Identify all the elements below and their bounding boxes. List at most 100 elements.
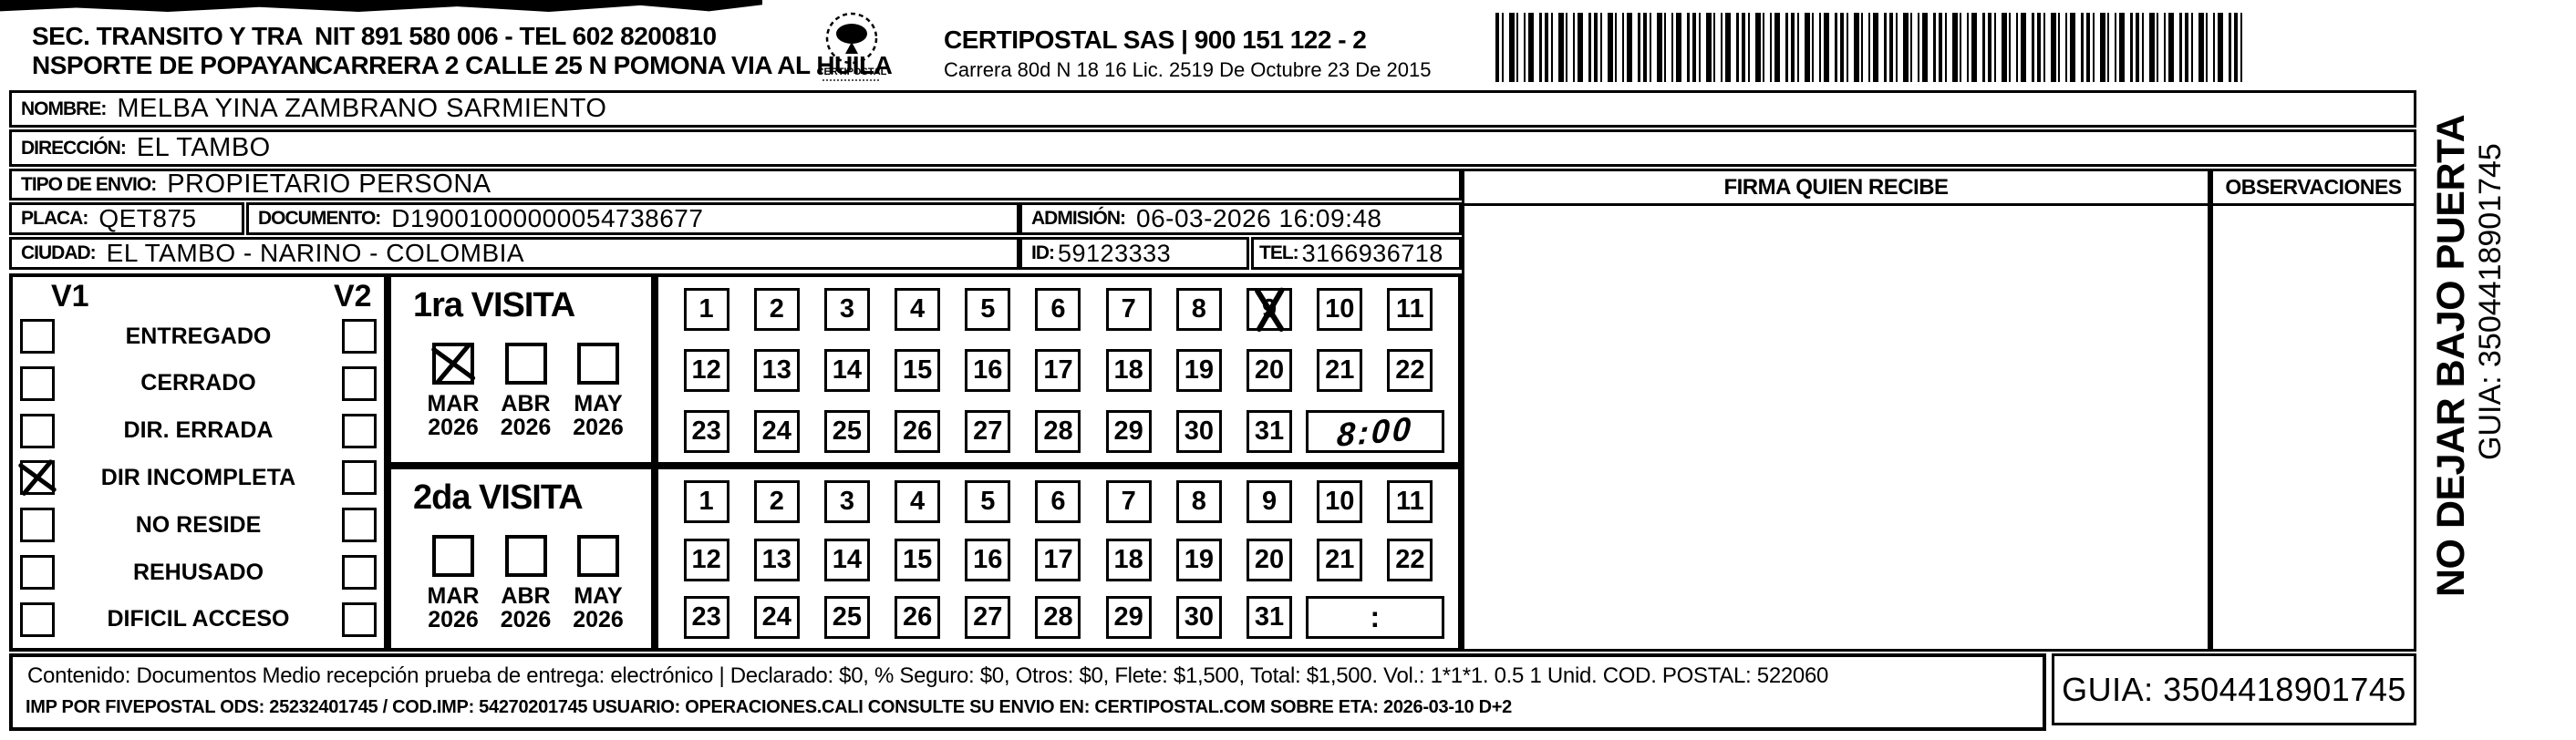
day-cell-19: 19 (1175, 349, 1222, 392)
day-number: 16 (973, 544, 1003, 574)
day-number: 2 (769, 294, 784, 324)
month-checkbox-abr (504, 343, 547, 385)
day-number: 13 (761, 544, 791, 574)
month-col-abr: ABR 2026 (491, 343, 561, 441)
day-cell-30: 30 (1175, 410, 1222, 453)
sender-address: CARRERA 2 CALLE 25 N POMONA VIA AL HUILA (315, 51, 893, 79)
status-row-5: REHUSADO (20, 555, 377, 591)
day-number: 20 (1254, 544, 1285, 574)
printed-black-bar (0, 0, 762, 12)
day-number: 12 (691, 355, 721, 385)
v1-checkbox-4 (20, 508, 55, 543)
day-number: 27 (973, 416, 1003, 446)
day-cell-9: 9 (1247, 288, 1293, 331)
day-number: 14 (832, 544, 863, 574)
day-cell-23: 23 (683, 596, 729, 639)
day-number: 9 (1261, 487, 1278, 516)
handwritten-x-mark (19, 459, 56, 496)
day-cell-23: 23 (683, 410, 729, 453)
day-cell-3: 3 (823, 480, 870, 523)
status-label-4: NO RESIDE (135, 511, 262, 538)
day-cell-13: 13 (753, 349, 800, 392)
v1-checkbox-6 (20, 601, 55, 637)
day-number: 7 (1121, 487, 1136, 516)
ciudad-value: EL TAMBO - NARINO - COLOMBIA (106, 239, 525, 267)
day-number: 25 (832, 416, 863, 446)
status-row-6: DIFICIL ACCESO (20, 601, 377, 637)
day-cell-4: 4 (895, 480, 941, 523)
day-cell-29: 29 (1105, 410, 1152, 453)
placa-value: QET875 (98, 204, 197, 232)
day-cell-31: 31 (1247, 410, 1293, 453)
month-checkbox-mar (432, 535, 474, 577)
day-cell-10: 10 (1317, 288, 1363, 331)
status-row-2: DIR. ERRADA (20, 413, 377, 448)
day-number: 18 (1113, 355, 1143, 385)
time-placeholder: : (1370, 601, 1381, 633)
day-cell-13: 13 (753, 538, 800, 581)
observaciones-header: OBSERVACIONES (2213, 171, 2414, 206)
v1-checkbox-2 (20, 413, 55, 448)
month-year: 2026 (428, 607, 479, 633)
documento-value: D19001000000054738677 (391, 204, 704, 232)
day-number: 28 (1043, 602, 1073, 632)
day-number: 17 (1043, 544, 1073, 574)
day-cell-16: 16 (965, 538, 1011, 581)
time-box: 8:00 (1305, 408, 1444, 454)
v2-checkbox-3 (342, 460, 377, 496)
day-number: 21 (1325, 544, 1355, 574)
status-label-0: ENTREGADO (125, 323, 272, 349)
month-year: 2026 (500, 415, 552, 441)
status-label-5: REHUSADO (132, 559, 264, 585)
field-row-id: ID: 59123333 (1019, 237, 1249, 270)
v2-checkbox-0 (342, 319, 377, 354)
v2-checkbox-2 (342, 413, 377, 448)
month-year: 2026 (573, 415, 624, 441)
day-number: 18 (1113, 544, 1143, 574)
day-number: 11 (1396, 487, 1424, 516)
status-row-3: DIR INCOMPLETA (19, 459, 377, 496)
day-number: 16 (973, 355, 1003, 385)
day-number: 12 (691, 544, 721, 574)
day-cell-6: 6 (1035, 480, 1081, 523)
day-number: 21 (1325, 355, 1355, 385)
visit1-grid-box: 1 2 3 4 5 6 7 8 9 10 11 12 13 14 15 16 17 18 19 20 21 22 23 24 2… (655, 273, 1462, 466)
side-warning-text: NO DEJAR BAJO PUERTA (2429, 114, 2473, 597)
day-number: 4 (910, 487, 926, 516)
day-number: 2 (769, 487, 784, 516)
field-row-nombre: NOMBRE: MELBA YINA ZAMBRANO SARMIENTO (9, 90, 2416, 128)
day-number: 22 (1395, 544, 1425, 574)
status-label-6: DIFICIL ACCESO (107, 606, 290, 632)
day-cell-1: 1 (683, 288, 729, 331)
day-cell-21: 21 (1317, 538, 1363, 581)
day-cell-15: 15 (895, 349, 941, 392)
sender-nit-tel: NIT 891 580 006 - TEL 602 8200810 (315, 22, 717, 50)
day-number: 5 (980, 294, 996, 324)
day-cell-1: 1 (683, 480, 729, 523)
admision-label: ADMISIÓN: (1031, 208, 1126, 229)
day-number: 19 (1184, 544, 1214, 574)
day-cell-2: 2 (753, 288, 800, 331)
field-row-placa: PLACA: QET875 (9, 202, 244, 235)
id-label: ID: (1031, 242, 1055, 263)
day-number: 23 (691, 602, 721, 632)
tel-value: 3166936718 (1301, 239, 1443, 267)
day-cell-26: 26 (895, 596, 941, 639)
contenido-line2: IMP POR FIVEPOSTAL ODS: 25232401745 / CO… (26, 697, 1512, 717)
month-label: MAR (427, 391, 480, 416)
ciudad-label: CIUDAD: (21, 242, 97, 263)
day-number: 15 (902, 355, 933, 385)
handwritten-x-mark (432, 343, 474, 385)
day-number: 6 (1050, 487, 1066, 516)
month-year: 2026 (500, 607, 552, 633)
handwritten-time: 8:00 (1335, 408, 1414, 454)
day-number: 28 (1043, 416, 1073, 446)
day-number: 30 (1184, 416, 1214, 446)
month-year: 2026 (428, 415, 479, 441)
day-number: 7 (1121, 294, 1136, 324)
v1-header: V1 (51, 279, 89, 313)
day-cell-21: 21 (1317, 349, 1363, 392)
day-number: 1 (698, 487, 714, 516)
day-cell-12: 12 (683, 538, 729, 581)
field-row-admision: ADMISIÓN: 06-03-2026 16:09:48 (1019, 202, 1462, 235)
